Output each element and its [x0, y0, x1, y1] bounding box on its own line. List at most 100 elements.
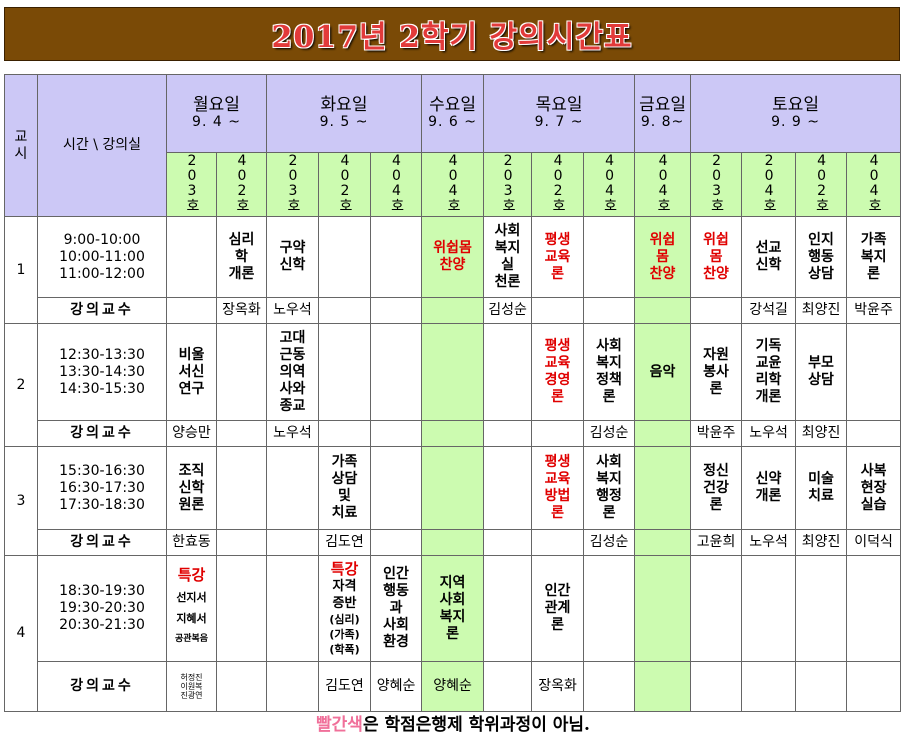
professor-cell — [795, 661, 848, 712]
professor-cell: 양혜순 — [421, 661, 485, 712]
professor-cell — [483, 661, 533, 712]
professor-name: 이덕식 — [854, 534, 893, 550]
page-title: 2017년 2학기 강의시간표 — [271, 20, 633, 55]
subject-name: 위쉽 몸 찬양 — [703, 231, 729, 282]
professor-cell — [483, 420, 533, 447]
professor-cell: 박윤주 — [690, 420, 743, 447]
subject-name: 가족 복지 론 — [860, 231, 887, 282]
professor-name: 장옥화 — [222, 302, 261, 318]
subject-cell: 기독 교윤 리학 개론 — [741, 323, 797, 421]
room-header: 203호 — [166, 152, 217, 217]
professor-name: 양혜순 — [376, 678, 416, 694]
period-times: 9:00-10:00 10:00-11:00 11:00-12:00 — [37, 216, 167, 298]
professor-cell: 장옥화 — [216, 297, 267, 324]
subject-cell: 특강 자격 증반 (심리) (가족) (학폭) — [318, 555, 371, 662]
period-number: 3 — [4, 446, 38, 556]
period-number: 4 — [4, 555, 38, 712]
time-slot: 13:30-14:30 — [59, 363, 145, 380]
professor-cell — [421, 529, 485, 556]
professor-name: 김도연 — [325, 534, 364, 550]
room-label: 404호 — [601, 153, 618, 212]
subject-name: 인간 행동 과 사회 환경 — [383, 566, 409, 650]
subject-name: 가족 상담 및 치료 — [331, 454, 358, 521]
room-label: 402호 — [550, 153, 567, 212]
room-header: 203호 — [690, 152, 743, 217]
subject-cell: 평생 교육 방법 론 — [531, 446, 585, 530]
professor-cell — [369, 529, 423, 556]
room-header: 404호 — [583, 152, 636, 217]
professor-name: 한효동 — [172, 534, 211, 550]
time-room-header: 시간 \ 강의실 — [37, 74, 167, 217]
subject-cell — [741, 555, 797, 662]
room-header: 404호 — [846, 152, 902, 217]
time-slot: 15:30-16:30 — [59, 462, 145, 479]
day-date: 9. 4 ~ — [192, 113, 241, 130]
professor-cell — [634, 661, 692, 712]
professor-name: 노우석 — [749, 425, 788, 441]
professor-cell — [531, 297, 585, 324]
subject-name: 평생 교육 경영 론 — [544, 338, 571, 405]
special-lecture-line: 공관복음 — [174, 634, 209, 644]
room-label: 404호 — [445, 153, 462, 212]
professor-cell: 양승만 — [166, 420, 217, 447]
footer-note: 빨간색은 학점은행제 학위과정이 아님. — [0, 710, 906, 735]
subject-cell: 사회 복지 정책 론 — [583, 323, 636, 421]
subject-cell — [166, 216, 217, 298]
professor-name: 박윤주 — [854, 302, 893, 318]
professor-cell: 최양진 — [795, 297, 848, 324]
subject-name: 지역 사회 복지 론 — [439, 574, 466, 642]
room-label: 203호 — [285, 153, 301, 212]
professor-cell — [741, 661, 797, 712]
professor-cell — [266, 661, 319, 712]
special-lecture-line: 자격 — [332, 578, 357, 594]
professor-cell — [216, 661, 267, 712]
subject-cell — [369, 323, 423, 421]
subject-cell: 특강 선지서 지혜서 공관복음 — [166, 555, 217, 662]
professor-cell: 김성순 — [483, 297, 533, 324]
subject-cell: 평생 교육 론 — [531, 216, 585, 298]
professor-cell — [369, 297, 423, 324]
subject-cell — [369, 216, 423, 298]
subject-cell: 음악 — [634, 323, 692, 421]
subject-cell: 위쉽몸 찬양 — [421, 216, 485, 298]
professor-cell: 고윤희 — [690, 529, 743, 556]
subject-cell: 정신 건강 론 — [690, 446, 743, 530]
subject-name: 구약 신학 — [279, 240, 306, 273]
day-name: 토요일 — [772, 94, 820, 115]
professor-name: 최양진 — [801, 534, 841, 550]
room-header: 203호 — [266, 152, 319, 217]
professor-cell — [216, 529, 267, 556]
time-slot: 14:30-15:30 — [59, 380, 145, 397]
room-label: 404호 — [655, 153, 672, 212]
subject-cell — [369, 446, 423, 530]
period-times: 18:30-19:30 19:30-20:30 20:30-21:30 — [37, 555, 167, 662]
room-label: 404호 — [866, 153, 883, 212]
room-header: 204호 — [741, 152, 797, 217]
special-lecture-label: 특강 — [330, 559, 359, 578]
room-label: 203호 — [500, 153, 517, 212]
subject-cell: 위쉽 몸 찬양 — [690, 216, 743, 298]
day-name: 화요일 — [320, 94, 368, 115]
professor-cell — [634, 420, 692, 447]
subject-cell — [634, 555, 692, 662]
subject-cell: 가족 상담 및 치료 — [318, 446, 371, 530]
professor-name: 김성순 — [589, 534, 629, 550]
room-header: 402호 — [318, 152, 371, 217]
period-header: 교 시 — [4, 74, 38, 217]
day-header: 화요일 9. 5 ~ — [265, 74, 423, 153]
room-label: 402호 — [337, 153, 353, 212]
day-name: 월요일 — [193, 94, 240, 115]
professor-cell: 이덕식 — [846, 529, 902, 556]
subject-cell — [266, 555, 319, 662]
room-header: 402호 — [216, 152, 267, 217]
footer-highlight: 빨간색 — [316, 715, 363, 735]
professor-cell: 노우석 — [266, 420, 319, 447]
day-header: 월요일 9. 4 ~ — [166, 74, 267, 153]
professor-label: 강의교수 — [37, 420, 167, 447]
period-number: 2 — [4, 323, 38, 447]
professor-cell — [531, 529, 585, 556]
professor-cell — [690, 661, 743, 712]
professor-cell: 박윤주 — [846, 297, 902, 324]
day-name: 목요일 — [535, 94, 583, 115]
subject-cell: 인지 행동 상담 — [795, 216, 848, 298]
